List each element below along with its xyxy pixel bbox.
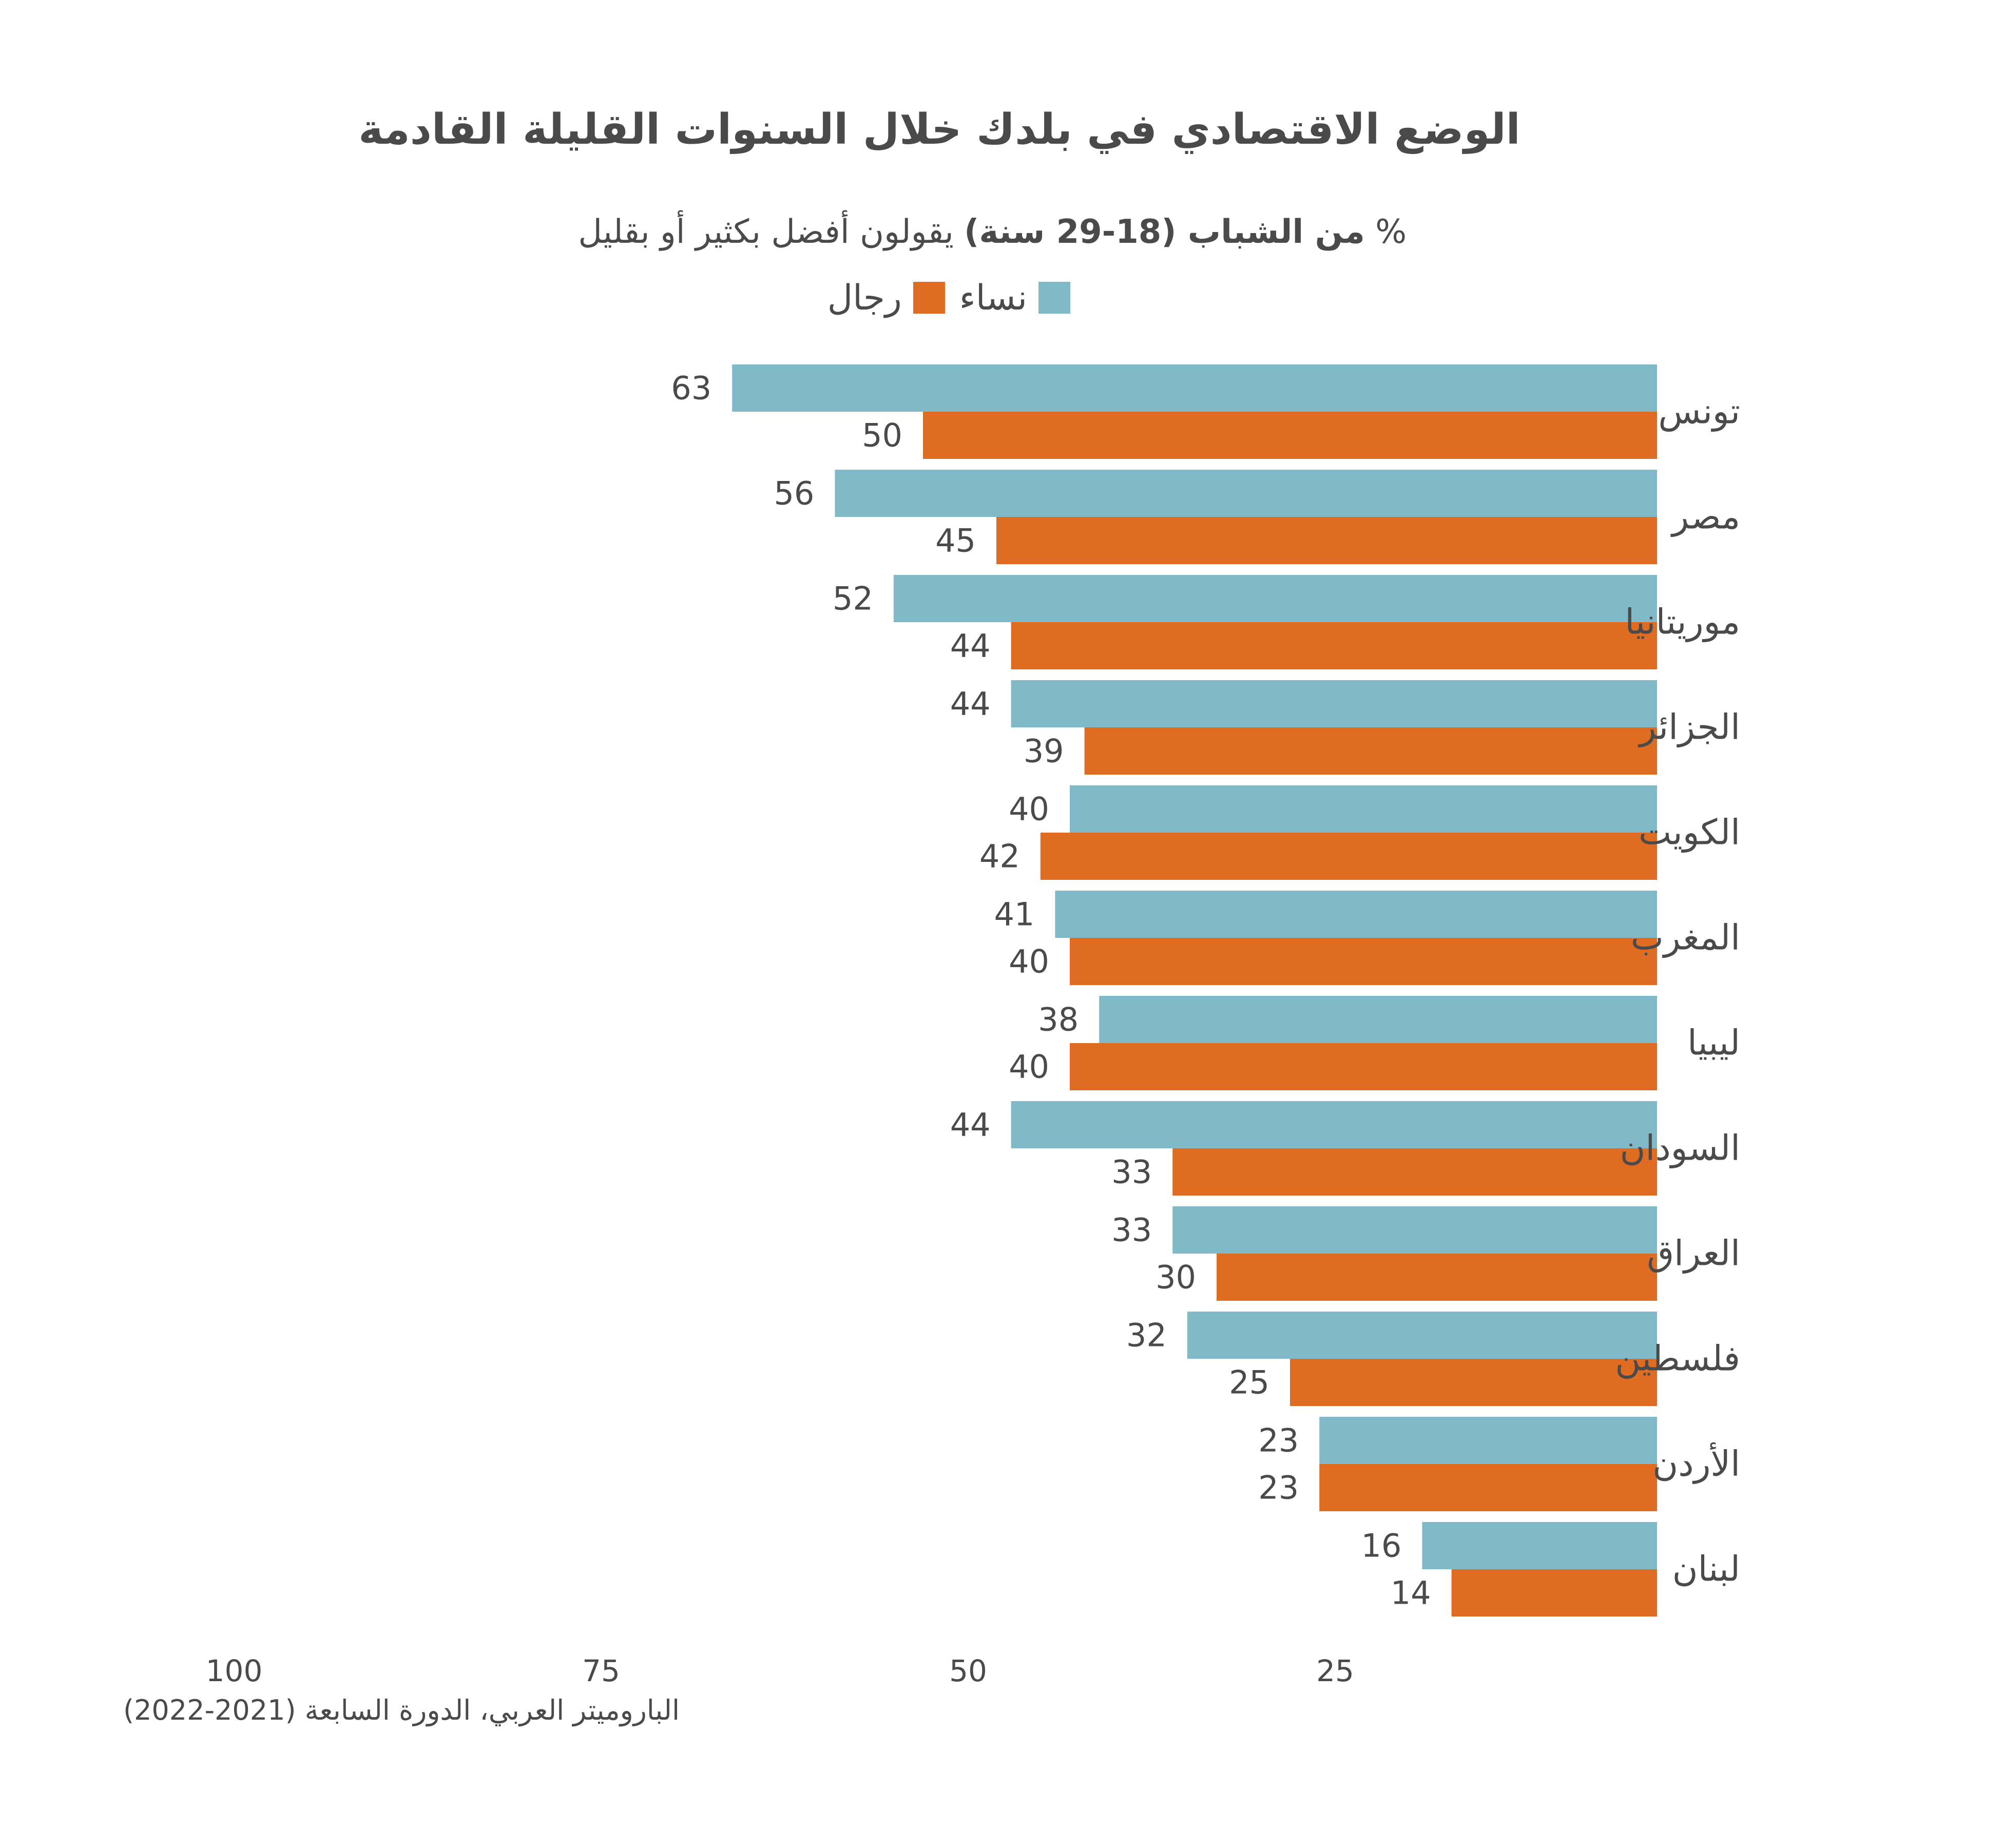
bar-women: [1011, 680, 1657, 727]
category-label: المغرب: [1631, 918, 1740, 958]
data-label: 14: [1391, 1574, 1431, 1612]
data-label: 23: [1258, 1469, 1299, 1507]
subtitle-rest: يقولون أفضل بكثير أو بقليل: [578, 213, 965, 251]
data-label: 52: [833, 580, 873, 618]
data-label: 44: [950, 627, 991, 665]
bar-women: [1172, 1206, 1657, 1254]
category-label: الجزائر: [1638, 707, 1740, 748]
category-label: تونس: [1658, 392, 1740, 432]
legend-label-men: رجال: [827, 277, 902, 318]
data-label: 50: [862, 417, 902, 454]
bar-women: [1187, 1312, 1657, 1359]
data-label: 38: [1038, 1001, 1079, 1038]
data-label: 25: [1229, 1364, 1269, 1401]
x-tick-label: 50: [949, 1653, 987, 1688]
subtitle-prefix: %: [1364, 213, 1407, 251]
subtitle-bold: من الشباب (18-29 سنة): [964, 213, 1365, 251]
data-label: 16: [1361, 1527, 1401, 1565]
bar-men: [1070, 938, 1657, 985]
chart-title-text: الوضع الاقتصادي في بلدك خلال السنوات الق…: [358, 105, 1520, 154]
data-label: 40: [1009, 1048, 1049, 1086]
data-label: 63: [671, 370, 711, 407]
legend-item-men: رجال: [827, 278, 945, 318]
source-note: الباروميتر العربي، الدورة السابعة (2021-…: [123, 1694, 680, 1726]
bar-women: [1011, 1101, 1657, 1148]
bar-women: [1099, 996, 1657, 1043]
data-label: 40: [1009, 791, 1049, 828]
legend-swatch-men: [913, 282, 945, 314]
bar-women: [1055, 891, 1657, 938]
category-label: فلسطين: [1615, 1339, 1740, 1379]
bar-men: [1172, 1148, 1657, 1196]
legend-item-women: نساء: [959, 278, 1070, 318]
category-label: موريتانيا: [1625, 602, 1740, 643]
bar-women: [1070, 785, 1657, 833]
x-tick-label: 100: [206, 1653, 263, 1688]
bar-men: [1084, 727, 1657, 775]
data-label: 44: [950, 685, 991, 723]
data-label: 44: [950, 1106, 991, 1144]
bar-women: [835, 470, 1657, 517]
bar-women: [893, 575, 1657, 622]
legend-label-women: نساء: [959, 277, 1027, 318]
category-label: لبنان: [1672, 1549, 1740, 1590]
category-label: الأردن: [1652, 1442, 1740, 1485]
data-label: 40: [1009, 943, 1049, 980]
chart-legend: نساء رجال: [791, 272, 1070, 323]
bar-men: [1070, 1043, 1657, 1090]
bar-men: [1217, 1254, 1657, 1301]
bar-men: [1040, 833, 1657, 880]
data-label: 42: [979, 838, 1020, 875]
category-label: العراق: [1647, 1234, 1740, 1274]
bar-men: [996, 517, 1657, 564]
legend-swatch-women: [1038, 282, 1070, 314]
data-label: 32: [1126, 1317, 1167, 1354]
bar-women: [732, 364, 1657, 412]
data-label: 56: [774, 475, 814, 512]
bar-women: [1319, 1417, 1657, 1464]
category-label: الكويت: [1639, 813, 1740, 853]
chart-title: الوضع الاقتصادي في بلدك خلال السنوات الق…: [0, 105, 2002, 154]
bar-men: [923, 412, 1657, 459]
bar-men: [1011, 622, 1657, 669]
category-label: السودان: [1620, 1128, 1740, 1169]
x-tick-label: 25: [1316, 1653, 1354, 1688]
data-label: 23: [1258, 1422, 1299, 1459]
data-label: 33: [1111, 1153, 1152, 1191]
category-label: مصر: [1670, 497, 1740, 537]
bar-men: [1319, 1464, 1657, 1511]
chart-subtitle: % من الشباب (18-29 سنة) يقولون أفضل بكثي…: [441, 213, 1407, 251]
data-label: 39: [1024, 733, 1064, 770]
data-label: 33: [1111, 1211, 1152, 1249]
bar-men: [1290, 1359, 1657, 1406]
x-tick-label: 75: [582, 1653, 620, 1688]
bar-women: [1422, 1522, 1657, 1569]
bar-men: [1451, 1569, 1657, 1616]
data-label: 45: [935, 522, 976, 560]
data-label: 41: [994, 896, 1034, 933]
category-label: ليبيا: [1687, 1023, 1740, 1064]
data-label: 30: [1156, 1259, 1196, 1296]
